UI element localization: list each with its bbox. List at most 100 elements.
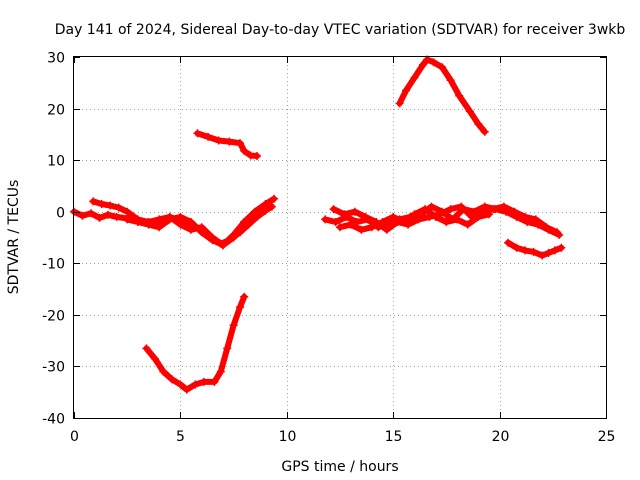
data-point-marker xyxy=(429,58,438,67)
y-tick-label: 10 xyxy=(47,154,65,170)
data-point-marker xyxy=(457,202,466,211)
data-series xyxy=(70,55,566,394)
x-tick-label: 15 xyxy=(385,429,403,445)
data-point-marker xyxy=(499,202,508,211)
data-point-marker xyxy=(191,380,200,389)
data-point-marker xyxy=(512,243,521,252)
data-point-marker xyxy=(112,212,121,221)
data-point-marker xyxy=(485,210,493,219)
data-point-marker xyxy=(442,218,451,226)
data-point-marker xyxy=(529,247,538,256)
data-point-marker xyxy=(542,223,551,232)
data-point-marker xyxy=(336,223,344,232)
y-tick-label: 0 xyxy=(56,206,65,222)
data-point-marker xyxy=(550,246,559,255)
data-point-marker xyxy=(438,63,447,72)
data-point-marker xyxy=(329,205,338,214)
data-point-marker xyxy=(97,200,106,208)
data-point-marker xyxy=(474,212,483,221)
x-tick-label: 25 xyxy=(598,429,616,445)
data-point-marker xyxy=(165,215,174,224)
data-point-marker xyxy=(489,205,498,214)
data-point-marker xyxy=(399,218,408,226)
data-point-marker xyxy=(240,146,249,155)
data-point-marker xyxy=(123,207,132,216)
data-point-marker xyxy=(236,303,244,312)
data-point-marker xyxy=(176,212,185,221)
data-point-marker xyxy=(431,212,440,221)
data-point-marker xyxy=(340,210,349,219)
axis-ticks: 0 5 10 15 20 25 -40 -30 -20 -10 0 10 20 30 xyxy=(42,51,615,446)
series-trace xyxy=(396,56,488,135)
data-point-marker xyxy=(382,225,391,234)
series-trace xyxy=(143,293,248,393)
y-tick-label: 30 xyxy=(47,51,65,67)
data-point-marker xyxy=(78,211,87,220)
series-track-3 xyxy=(123,205,270,250)
data-point-marker xyxy=(193,129,202,138)
data-point-marker xyxy=(446,76,455,85)
data-point-marker xyxy=(253,152,261,160)
data-point-marker xyxy=(267,202,276,211)
data-point-marker xyxy=(521,212,530,221)
data-point-marker xyxy=(321,215,330,224)
data-point-marker xyxy=(395,99,404,108)
x-tick-label: 20 xyxy=(492,429,510,445)
data-point-marker xyxy=(176,380,185,389)
data-point-marker xyxy=(210,377,219,386)
data-point-marker xyxy=(167,375,176,384)
data-point-marker xyxy=(544,249,553,257)
data-point-marker xyxy=(197,228,206,237)
data-point-marker xyxy=(187,225,195,234)
y-tick-label: -30 xyxy=(42,360,65,376)
data-point-marker xyxy=(225,137,234,146)
data-point-marker xyxy=(104,210,112,219)
data-point-marker xyxy=(463,220,472,229)
data-point-marker xyxy=(465,107,474,116)
data-point-marker xyxy=(240,218,249,226)
data-point-marker xyxy=(176,220,185,229)
data-point-marker xyxy=(350,207,359,216)
data-point-marker xyxy=(204,132,213,141)
series-track-10 xyxy=(504,238,566,260)
data-point-marker xyxy=(87,209,95,218)
data-point-marker xyxy=(150,354,159,363)
series-track-9 xyxy=(336,205,493,234)
x-tick-label: 10 xyxy=(279,429,297,445)
y-tick-label: 20 xyxy=(47,103,65,119)
data-point-marker xyxy=(361,212,370,221)
data-point-marker xyxy=(142,344,151,353)
data-point-marker xyxy=(402,86,410,95)
data-point-marker xyxy=(240,292,249,301)
data-point-marker xyxy=(531,215,540,224)
data-point-marker xyxy=(421,205,430,214)
data-point-marker xyxy=(446,205,455,214)
x-tick-label: 5 xyxy=(176,429,185,445)
series-track-6 xyxy=(395,55,489,136)
data-point-marker xyxy=(159,367,168,376)
data-point-marker xyxy=(270,194,278,203)
grid-lines xyxy=(74,57,606,418)
data-point-marker xyxy=(236,139,244,148)
data-point-marker xyxy=(216,367,225,376)
data-point-marker xyxy=(510,207,519,216)
plot-frame xyxy=(73,56,607,419)
y-tick-label: -40 xyxy=(42,412,65,428)
data-point-marker xyxy=(357,225,366,234)
data-point-marker xyxy=(229,321,238,330)
data-point-marker xyxy=(214,136,223,145)
data-point-marker xyxy=(474,120,483,128)
y-axis-label: SDTVAR / TECUs xyxy=(6,180,22,295)
data-point-marker xyxy=(208,236,217,245)
data-point-marker xyxy=(182,385,191,394)
data-point-marker xyxy=(538,251,547,260)
series-trace xyxy=(330,203,561,236)
chart-title: Day 141 of 2024, Sidereal Day-to-day VTE… xyxy=(55,22,626,38)
data-point-marker xyxy=(419,60,427,69)
data-point-marker xyxy=(410,210,419,219)
data-point-marker xyxy=(521,246,530,255)
data-point-marker xyxy=(133,218,142,226)
data-point-marker xyxy=(123,215,132,224)
series-track-5 xyxy=(142,292,249,394)
